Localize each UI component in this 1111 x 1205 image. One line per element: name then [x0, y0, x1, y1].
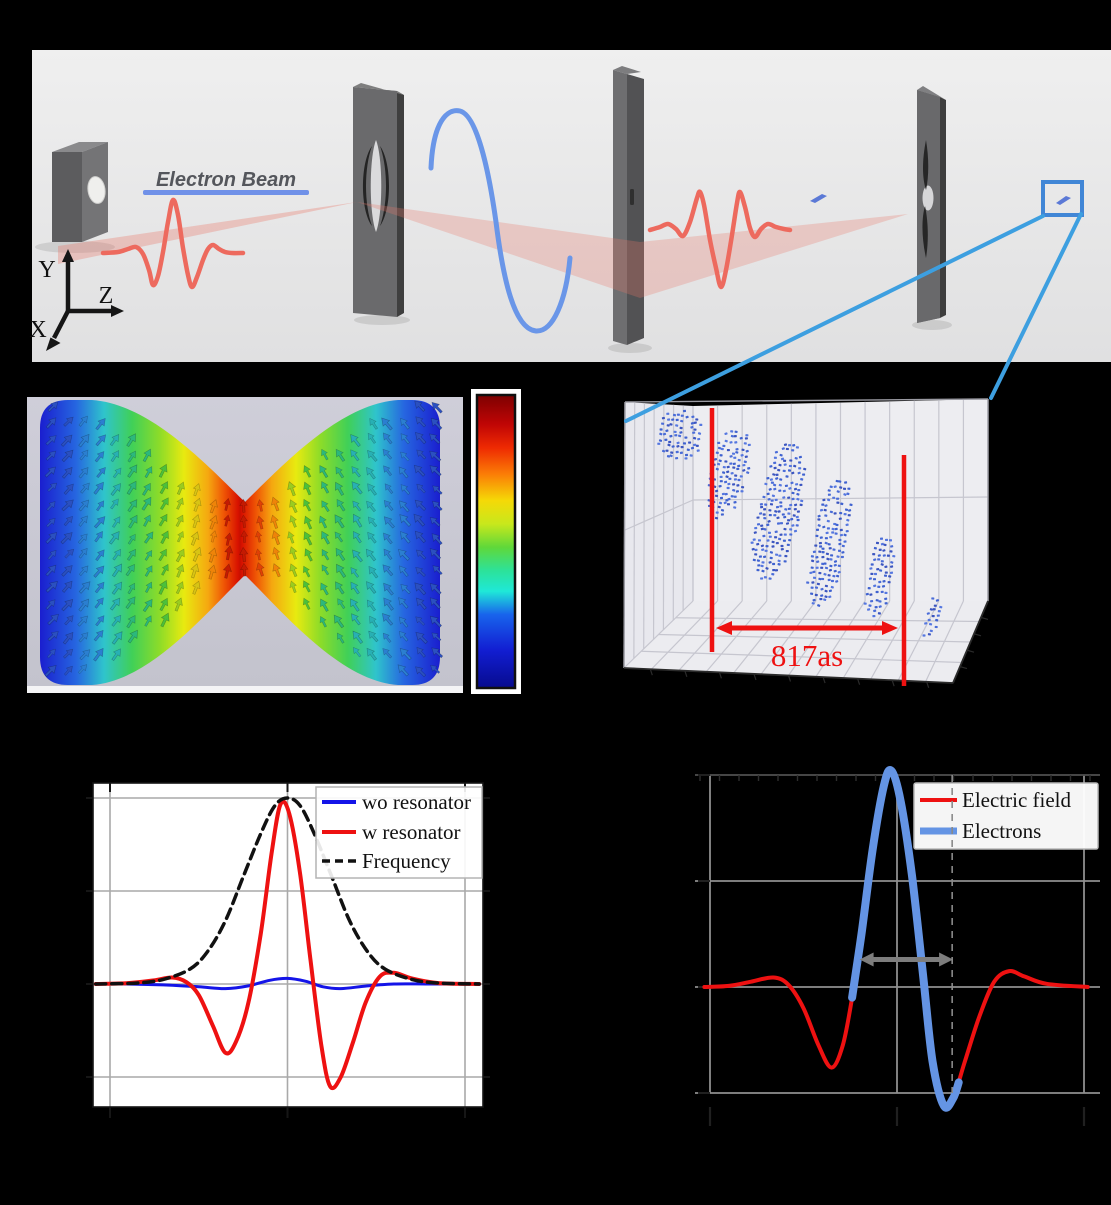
chart-d-legend: wo resonator w resonator Frequency [315, 786, 483, 879]
streaking-pulse-waveform [647, 189, 793, 290]
y-axis-arrowhead [62, 249, 74, 262]
chart-e-legend: Electric field Electrons [913, 782, 1099, 850]
electron-bunch [810, 194, 827, 203]
bowtie-aperture-left-hole [363, 146, 372, 226]
connector-line-left [624, 214, 1045, 423]
sampling-aperture-center [922, 185, 934, 211]
x-axis-label: X [29, 317, 46, 343]
panel-compression-chart: wo resonator w resonator Frequency [86, 782, 490, 1118]
scatter3d-grid [623, 398, 989, 688]
chart-d-curves [93, 796, 482, 1091]
optical-cycle-wave [428, 108, 573, 334]
legend-label-frequency: Frequency [362, 849, 451, 873]
electron-beam-line [143, 190, 309, 195]
panel-resonator-field [27, 389, 521, 694]
electron-source-box [52, 142, 108, 242]
sampling-aperture-bottom-hole [922, 206, 928, 258]
sampling-plate [912, 86, 952, 330]
electron-beam-label: Electron Beam [156, 169, 296, 191]
chart-e-annotations [859, 952, 954, 967]
sampling-aperture-top-hole [923, 140, 929, 190]
slit-plate [608, 66, 652, 353]
schematic-background [32, 50, 1111, 362]
legend-label-wo-resonator: wo resonator [362, 790, 471, 814]
zoomed-electron-bunch [1056, 196, 1071, 205]
y-axis-label: Y [38, 257, 55, 283]
bowtie-aperture-center [370, 140, 382, 232]
connector-line-right [989, 212, 1083, 400]
x-axis-arrowhead [46, 337, 61, 351]
panel-bunch-scatter3d: 817as [623, 398, 989, 688]
panel-setup-schematic: Electron Beam Y Z X [29, 50, 1111, 362]
z-axis-label: Z [99, 283, 114, 309]
z-axis-arrowhead [111, 305, 124, 317]
slit-opening [630, 189, 634, 205]
source-aperture-cylinder [87, 176, 106, 204]
electron-bunch-dots [657, 409, 943, 637]
legend-label-electric-field: Electric field [962, 788, 1072, 812]
legend-label-electrons: Electrons [962, 819, 1041, 843]
field-vector-arrows [44, 400, 444, 678]
coordinate-axes [52, 259, 113, 340]
chart-e-curves [702, 766, 1090, 1112]
delay-markers [709, 408, 907, 686]
resonator-plate [353, 83, 410, 325]
panel-streaking-chart: Electric field Electrons [695, 766, 1100, 1126]
delay-annotation: 817as [771, 638, 843, 673]
chart-d-ticks [86, 783, 490, 1118]
zoom-connector-lines [624, 212, 1083, 423]
colorbar [471, 389, 521, 694]
source-shadow [35, 241, 115, 253]
bowtie-aperture-right-hole [380, 146, 389, 226]
thz-pulse-waveform [100, 197, 246, 290]
zoom-indicator-box [1041, 180, 1084, 217]
field-map-margin [27, 686, 463, 693]
legend-label-w-resonator: w resonator [362, 820, 461, 844]
